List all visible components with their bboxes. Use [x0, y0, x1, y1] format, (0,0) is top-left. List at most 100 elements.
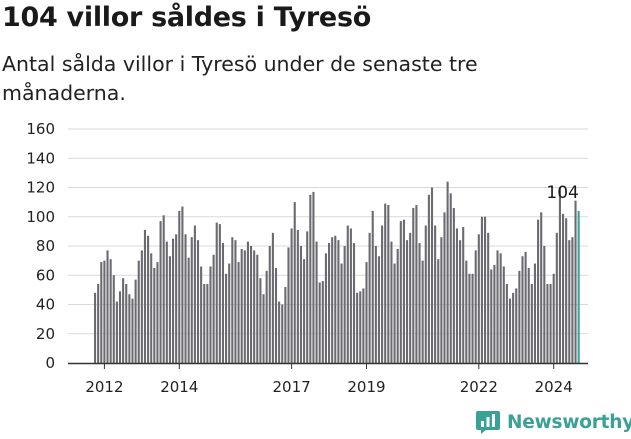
bar: [508, 298, 512, 363]
x-tick-label: 2019: [347, 378, 385, 396]
bar: [343, 246, 346, 363]
bar: [362, 288, 365, 363]
bar: [530, 284, 533, 363]
bar: [521, 256, 524, 363]
bar: [299, 246, 303, 363]
bar: [352, 243, 356, 363]
bar: [178, 210, 181, 363]
highlight-value-label: 104: [546, 183, 578, 203]
bar: [100, 262, 103, 363]
bar: [168, 256, 171, 363]
bar: [477, 234, 480, 363]
bar: [250, 246, 253, 363]
bar: [237, 262, 240, 363]
x-tick-label: 2014: [160, 378, 198, 396]
y-tick-label: 0: [45, 354, 55, 372]
bar: [259, 278, 262, 363]
bar: [340, 263, 343, 363]
bar: [265, 270, 268, 363]
bar: [293, 202, 296, 364]
bar: [384, 203, 387, 363]
bar: [306, 231, 309, 364]
bar: [406, 240, 409, 363]
bar: [172, 238, 175, 363]
bar: [209, 266, 212, 363]
x-tick-label: 2017: [273, 378, 311, 396]
bar: [118, 291, 122, 363]
bar: [371, 210, 374, 363]
bar: [524, 251, 527, 363]
bar: [143, 229, 147, 363]
bar: [455, 228, 459, 363]
bar: [134, 279, 137, 363]
bar: [393, 263, 396, 363]
bar: [505, 284, 508, 363]
y-tick-label: 60: [36, 266, 55, 284]
bar: [443, 212, 446, 363]
bar: [162, 215, 165, 363]
bar: [181, 206, 184, 363]
bar: [187, 257, 190, 363]
bar-highlight: [577, 210, 580, 363]
bar: [518, 270, 521, 363]
bar: [331, 237, 334, 363]
page-subtitle: Antal sålda villor i Tyresö under de sen…: [2, 52, 478, 105]
bar: [465, 260, 468, 364]
bar: [137, 260, 140, 364]
bar: [246, 241, 249, 363]
y-tick-label: 140: [26, 149, 55, 167]
bar: [427, 194, 430, 363]
bar: [337, 240, 340, 363]
bar: [97, 284, 100, 363]
bar: [459, 240, 462, 363]
bar: [328, 243, 331, 363]
newsworthy-brand[interactable]: Newsworthy: [475, 407, 631, 437]
bar: [437, 259, 440, 363]
bar: [262, 294, 265, 363]
bar: [278, 301, 281, 363]
bar: [549, 284, 552, 363]
bar: [434, 225, 437, 363]
bar: [574, 200, 577, 363]
y-tick-label: 160: [26, 120, 55, 138]
bar: [153, 267, 156, 363]
bar: [402, 219, 405, 363]
bar: [221, 243, 225, 363]
newsworthy-brand-name: Newsworthy: [507, 411, 631, 433]
bar: [527, 267, 530, 363]
bar: [440, 237, 443, 363]
bar: [446, 181, 449, 363]
bar: [284, 286, 287, 363]
bar: [487, 232, 490, 363]
bar: [462, 226, 465, 363]
bar: [156, 262, 159, 363]
y-tick-label: 20: [36, 325, 55, 343]
bar: [218, 224, 221, 363]
bar: [365, 262, 368, 363]
bar: [256, 254, 259, 363]
bar: [334, 235, 337, 363]
bar: [150, 253, 153, 363]
bar: [421, 260, 424, 364]
bar: [318, 282, 321, 363]
bar: [356, 292, 359, 363]
bar: [484, 216, 487, 363]
bar: [424, 225, 427, 363]
bar: [281, 304, 284, 363]
bar: [387, 205, 390, 363]
bar: [94, 292, 97, 363]
bar: [312, 191, 315, 363]
bar: [159, 221, 162, 363]
bar: [377, 256, 381, 363]
bar: [346, 225, 349, 363]
bar: [381, 225, 384, 363]
bar: [490, 269, 493, 363]
y-tick-label: 120: [26, 179, 55, 197]
bar: [315, 241, 318, 363]
bar: [571, 237, 574, 363]
bar: [290, 228, 293, 363]
bar: [409, 232, 412, 363]
bar: [122, 278, 125, 363]
bar: [112, 275, 115, 363]
